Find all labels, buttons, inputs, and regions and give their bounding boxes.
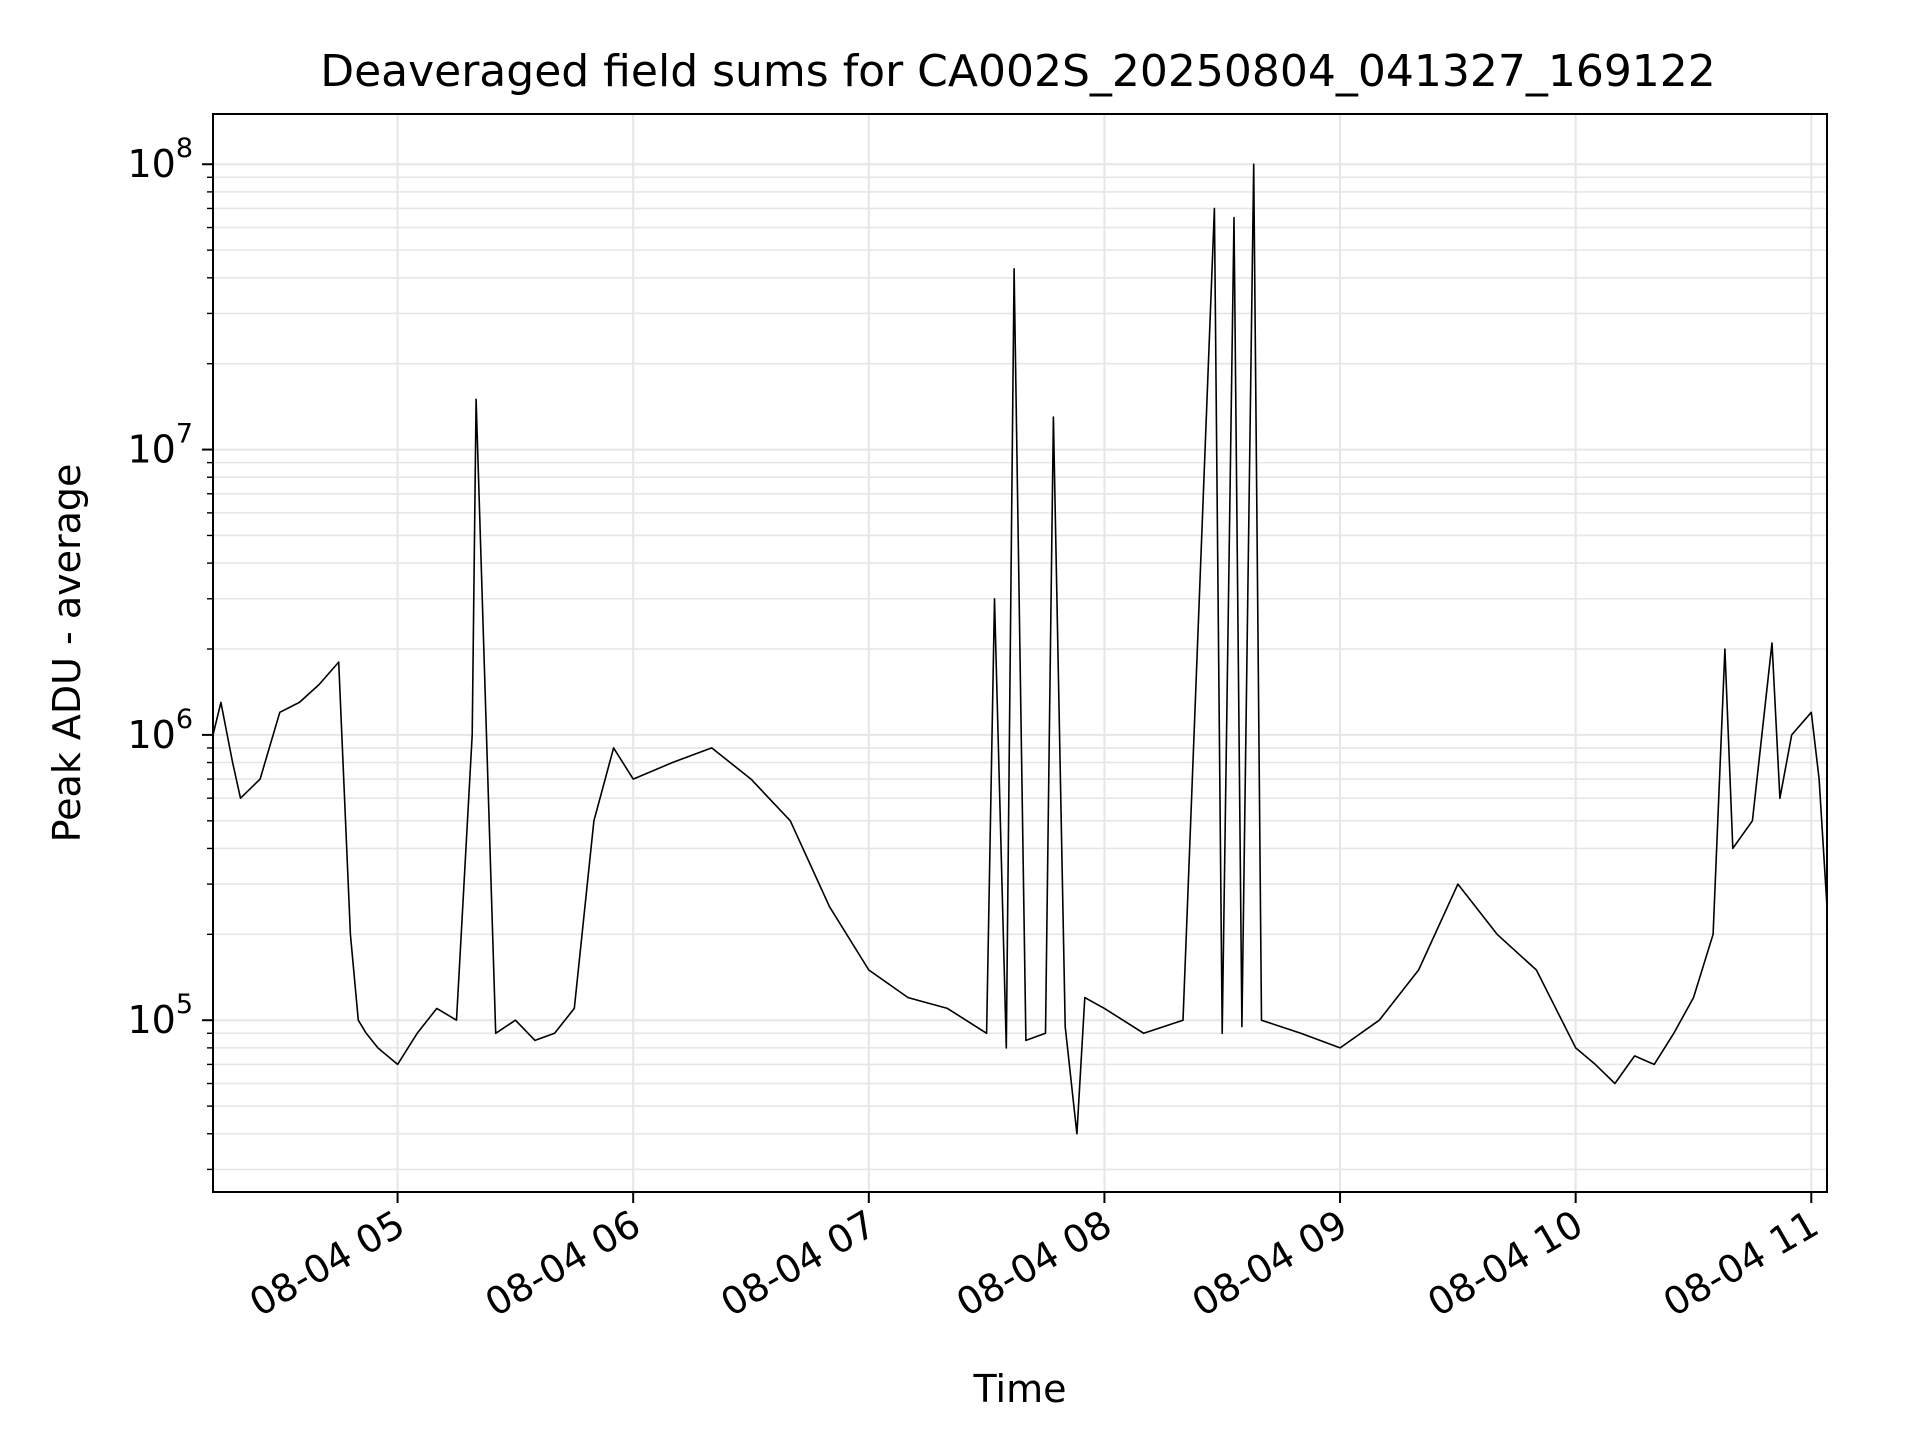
x-axis-label: Time xyxy=(973,1367,1067,1411)
series-line xyxy=(212,163,1828,1135)
y-tick-label: 105 xyxy=(127,989,193,1042)
x-tick-label: 08-04 08 xyxy=(949,1202,1119,1326)
x-axis: 08-04 05 08-04 06 08-04 07 08-04 08 08-04 09… xyxy=(242,1192,1826,1325)
x-tick-label: 08-04 06 xyxy=(478,1202,648,1326)
y-axis: 105 106 107 108 xyxy=(127,133,213,1171)
plot-frame xyxy=(212,113,1828,1193)
y-tick-label: 106 xyxy=(127,704,193,757)
x-tick-label: 08-04 11 xyxy=(1656,1202,1826,1326)
y-axis-label: Peak ADU - average xyxy=(45,464,89,843)
x-tick-label: 08-04 10 xyxy=(1420,1202,1590,1326)
grid xyxy=(213,114,1827,1192)
y-tick-label: 108 xyxy=(127,133,193,186)
x-tick-label: 08-04 09 xyxy=(1185,1202,1355,1326)
x-tick-label: 08-04 05 xyxy=(242,1202,412,1326)
x-tick-label: 08-04 07 xyxy=(713,1202,883,1326)
chart-title: Deaveraged field sums for CA002S_2025080… xyxy=(320,46,1716,97)
y-tick-label: 107 xyxy=(127,419,193,472)
